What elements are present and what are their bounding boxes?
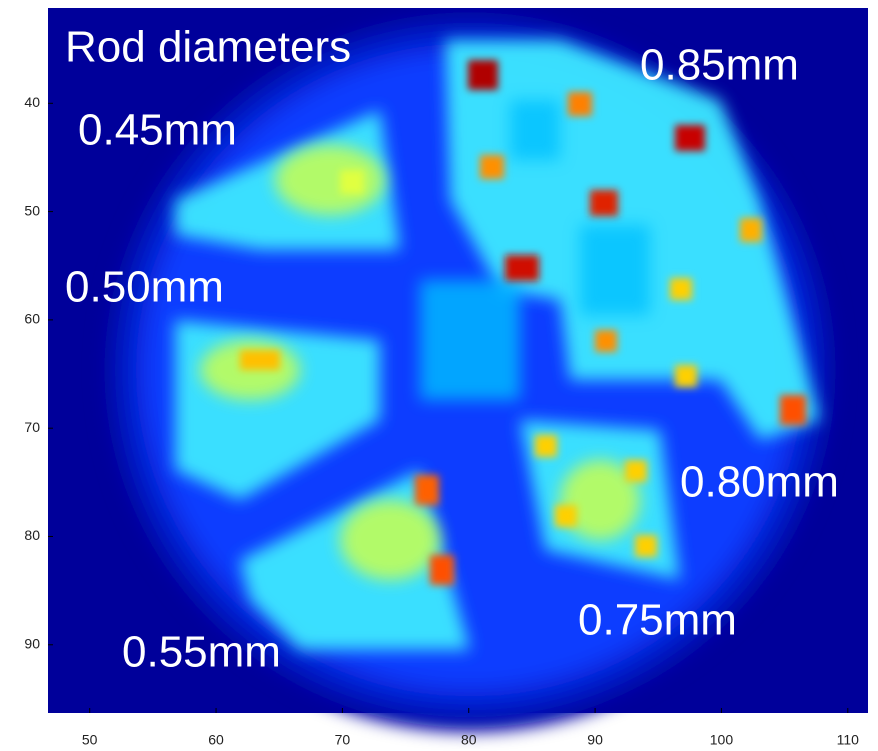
annotation: 0.50mm (65, 263, 224, 312)
x-tick-label: 70 (335, 732, 351, 748)
x-tick-label: 60 (208, 732, 224, 748)
y-tick-label: 40 (24, 94, 40, 110)
chart: 50 60 70 80 90 100 110 40 50 60 70 80 90 Rod diameter… (0, 0, 878, 751)
annotation: 0.75mm (578, 596, 737, 645)
x-tick-label: 110 (837, 732, 860, 748)
annotation: 0.80mm (680, 458, 839, 507)
x-tick-label: 90 (587, 732, 603, 748)
annotation: 0.45mm (78, 106, 237, 155)
annotation: 0.85mm (640, 41, 799, 90)
y-tick-label: 60 (24, 311, 40, 327)
annotation: Rod diameters (65, 23, 351, 72)
y-tick-label: 70 (24, 419, 40, 435)
y-tick-label: 80 (24, 527, 40, 543)
y-tick-label: 50 (24, 202, 40, 218)
y-tick-label: 90 (24, 635, 40, 651)
x-tick-label: 50 (82, 732, 98, 748)
x-tick-label: 100 (710, 732, 734, 748)
annotation: 0.55mm (122, 628, 281, 677)
x-tick-label: 80 (461, 732, 477, 748)
